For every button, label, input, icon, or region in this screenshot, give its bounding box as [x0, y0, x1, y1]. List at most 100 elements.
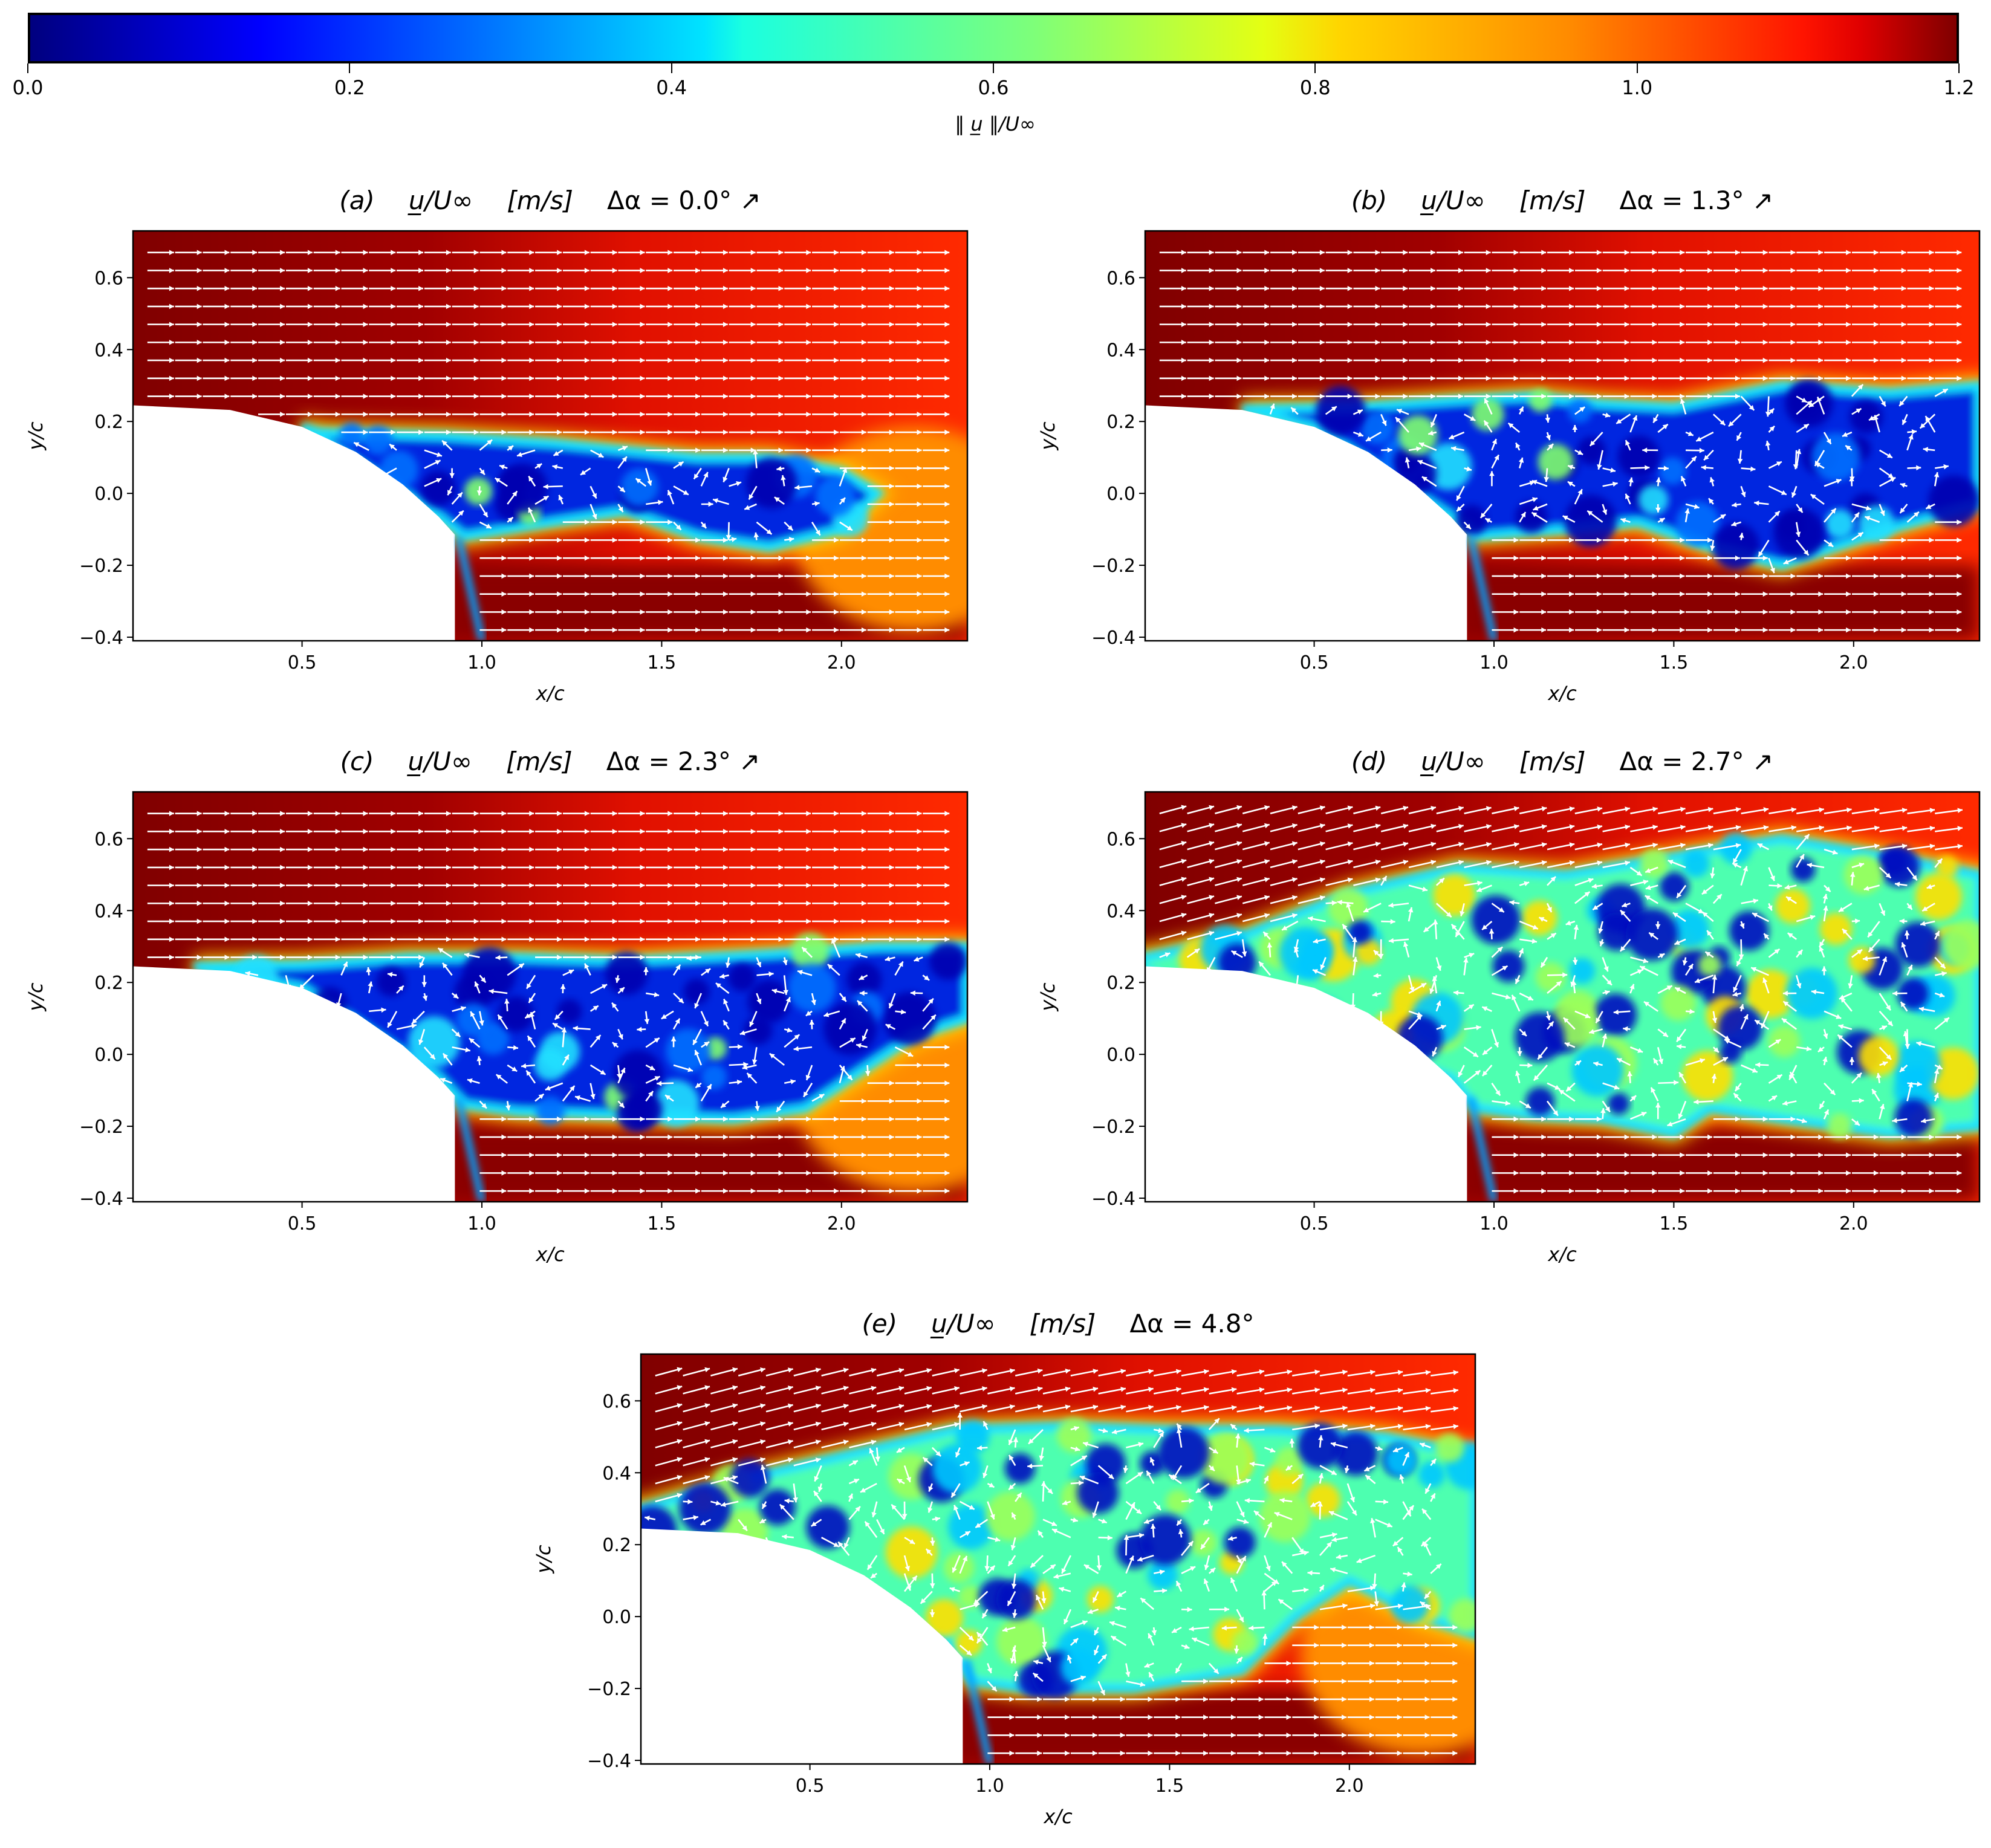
- colorbar-tick-label: 0.0: [12, 76, 44, 99]
- panel-units: [m/s]: [1519, 186, 1586, 215]
- airfoil-mask: [133, 966, 455, 1202]
- y-tick-label: 0.4: [1106, 340, 1135, 361]
- x-tick-label: 1.5: [1155, 1775, 1184, 1797]
- x-tick-label: 0.5: [288, 652, 317, 673]
- y-tick-label: 0.2: [602, 1535, 631, 1556]
- y-tick-label: 0.2: [94, 973, 123, 994]
- y-tick-label: 0.4: [94, 340, 123, 361]
- velocity-vectors: [1159, 805, 1963, 1194]
- x-axis-label: x/c: [1547, 682, 1577, 705]
- panel-angle: Δα = 4.8°: [1129, 1309, 1255, 1338]
- y-tick-label: 0.6: [1106, 268, 1135, 289]
- velocity-vectors: [147, 250, 950, 633]
- y-tick-label: 0.2: [1106, 973, 1135, 994]
- y-tick-label: −0.4: [587, 1751, 631, 1772]
- x-axis-label: x/c: [1043, 1805, 1073, 1828]
- panel-units: [m/s]: [507, 186, 574, 215]
- y-tick-label: 0.2: [1106, 412, 1135, 433]
- y-axis-label: y/c: [1036, 421, 1059, 451]
- x-tick-label: 2.0: [1839, 1213, 1868, 1234]
- colorbar: [28, 13, 1959, 63]
- panel-title: (a) u̲/U∞ [m/s] Δα = 0.0° ↗: [322, 186, 778, 215]
- panel-title: (d) u̲/U∞ [m/s] Δα = 2.7° ↗: [1334, 747, 1790, 776]
- panel-quantity: u̲/U∞: [931, 1309, 996, 1338]
- panel-label: (b): [1351, 186, 1388, 215]
- heatmap: [1145, 231, 1980, 641]
- colorbar-tick-mark: [1314, 63, 1316, 73]
- panel-units: [m/s]: [506, 747, 573, 776]
- axes-frame: [132, 230, 969, 642]
- y-axis-label: y/c: [24, 982, 47, 1012]
- airfoil-mask: [133, 405, 455, 641]
- y-tick-label: −0.4: [79, 1188, 123, 1210]
- colorbar-tick-mark: [1636, 63, 1638, 73]
- y-tick-label: 0.2: [94, 412, 123, 433]
- x-tick-label: 1.5: [1660, 652, 1689, 673]
- y-tick-label: 0.4: [602, 1463, 631, 1484]
- panel-angle: Δα = 0.0° ↗: [607, 186, 761, 215]
- panel-label: (d): [1351, 747, 1388, 776]
- y-tick-label: −0.2: [587, 1679, 631, 1700]
- panel-label: (e): [862, 1309, 898, 1338]
- x-tick-label: 0.5: [1300, 652, 1329, 673]
- panel-d: 0.5 1.0 1.5 2.0 −0.4 −0.2 0.0 0.2 0.4 0.6 x/c y/c: [1036, 791, 1981, 1266]
- x-tick-label: 1.5: [1660, 1213, 1689, 1234]
- y-tick-label: 0.4: [1106, 901, 1135, 922]
- y-axis-label: y/c: [1036, 982, 1059, 1012]
- y-tick-label: −0.2: [79, 556, 123, 577]
- colorbar-tick-label: 0.8: [1299, 76, 1331, 99]
- y-tick-label: 0.0: [94, 1045, 123, 1066]
- y-tick-label: 0.4: [94, 901, 123, 922]
- x-tick-label: 0.5: [796, 1775, 825, 1797]
- colorbar-tick-label: 0.4: [656, 76, 687, 99]
- heatmap: [1145, 792, 1980, 1202]
- x-tick-label: 1.0: [975, 1775, 1004, 1797]
- x-axis-label: x/c: [535, 682, 565, 705]
- colorbar-tick-mark: [993, 63, 994, 73]
- heatmap: [133, 231, 967, 641]
- axes-frame: [1144, 791, 1981, 1203]
- panel-e: 0.5 1.0 1.5 2.0 −0.4 −0.2 0.0 0.2 0.4 0.6 x/c y/c: [532, 1353, 1476, 1828]
- y-tick-label: −0.2: [1091, 556, 1135, 577]
- axes-frame: [1144, 230, 1981, 642]
- panel-title: (e) u̲/U∞ [m/s] Δα = 4.8°: [845, 1309, 1272, 1338]
- velocity-vectors: [1159, 250, 1962, 633]
- panel-c: 0.5 1.0 1.5 2.0 −0.4 −0.2 0.0 0.2 0.4 0.6 x/c y/c: [24, 791, 969, 1266]
- airfoil-mask: [1145, 405, 1467, 641]
- y-tick-label: −0.2: [79, 1117, 123, 1138]
- y-tick-label: 0.6: [94, 268, 123, 289]
- colorbar-tick-label: 1.2: [1943, 76, 1975, 99]
- panel-label: (c): [340, 747, 374, 776]
- x-tick-label: 1.0: [467, 1213, 496, 1234]
- y-tick-label: 0.0: [94, 484, 123, 505]
- panel-title: (b) u̲/U∞ [m/s] Δα = 1.3° ↗: [1334, 186, 1790, 215]
- panel-label: (a): [339, 186, 375, 215]
- y-tick-label: 0.0: [602, 1607, 631, 1628]
- velocity-vectors: [147, 811, 950, 1194]
- colorbar-tick-mark: [1958, 63, 1960, 73]
- velocity-vectors: [644, 1367, 1459, 1756]
- y-tick-label: 0.0: [1106, 484, 1135, 505]
- panel-angle: Δα = 2.3° ↗: [606, 747, 761, 776]
- y-tick-label: 0.0: [1106, 1045, 1135, 1066]
- y-tick-label: −0.4: [1091, 627, 1135, 649]
- colorbar-tick-label: 0.2: [334, 76, 365, 99]
- x-tick-label: 0.5: [1300, 1213, 1329, 1234]
- colorbar-label: ‖ u̲ ‖/U∞: [955, 112, 1036, 135]
- x-axis-label: x/c: [535, 1243, 565, 1266]
- y-axis-label: y/c: [24, 421, 47, 451]
- x-tick-label: 2.0: [827, 652, 856, 673]
- panel-quantity: u̲/U∞: [408, 186, 473, 215]
- x-tick-label: 1.5: [648, 1213, 677, 1234]
- panel-angle: Δα = 2.7° ↗: [1619, 747, 1774, 776]
- panel-quantity: u̲/U∞: [408, 747, 473, 776]
- panel-quantity: u̲/U∞: [1421, 747, 1486, 776]
- x-tick-label: 1.5: [648, 652, 677, 673]
- x-tick-label: 0.5: [288, 1213, 317, 1234]
- panel-b: 0.5 1.0 1.5 2.0 −0.4 −0.2 0.0 0.2 0.4 0.6 x/c y/c: [1036, 230, 1981, 705]
- colorbar-tick-mark: [349, 63, 351, 73]
- panel-units: [m/s]: [1519, 747, 1586, 776]
- x-tick-label: 1.0: [1479, 1213, 1509, 1234]
- heatmap: [133, 792, 967, 1202]
- panel-units: [m/s]: [1029, 1309, 1096, 1338]
